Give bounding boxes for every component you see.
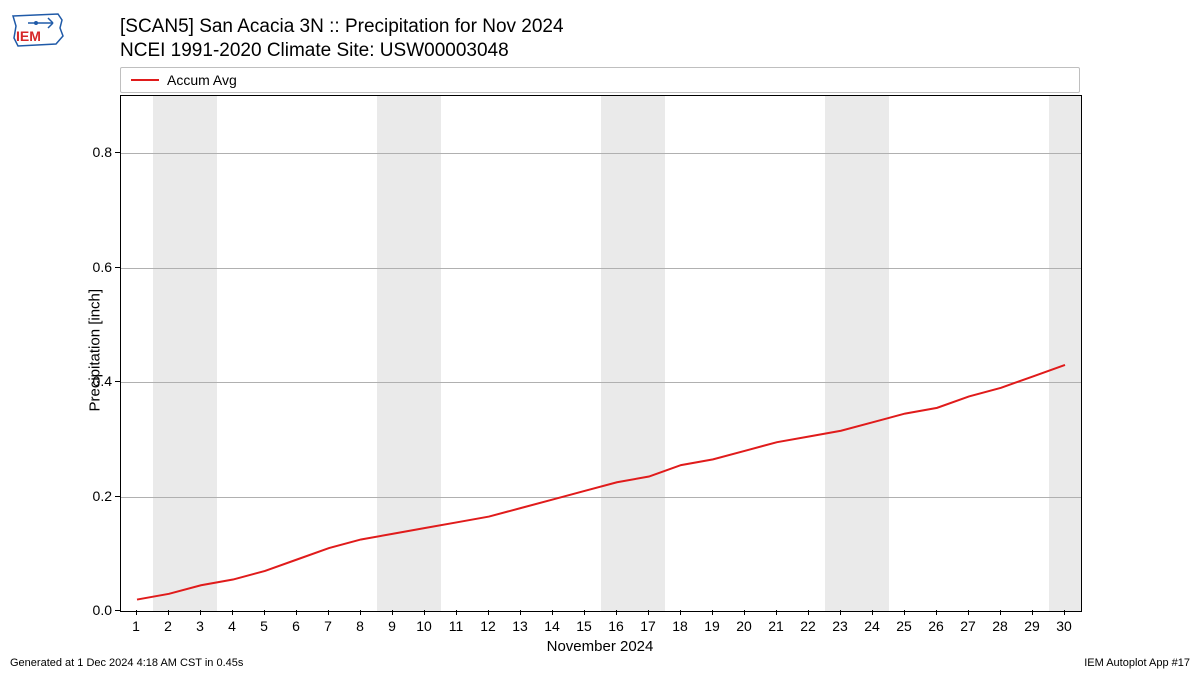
- xtick-mark: [712, 610, 713, 615]
- xtick-mark: [1000, 610, 1001, 615]
- legend-label: Accum Avg: [167, 72, 237, 88]
- xtick-mark: [168, 610, 169, 615]
- xtick-label: 1: [132, 618, 140, 634]
- footer-generated: Generated at 1 Dec 2024 4:18 AM CST in 0…: [10, 657, 243, 669]
- xtick-label: 16: [608, 618, 624, 634]
- xtick-mark: [904, 610, 905, 615]
- ytick-label: 0.4: [82, 373, 112, 389]
- svg-text:IEM: IEM: [16, 28, 41, 44]
- xtick-label: 18: [672, 618, 688, 634]
- xtick-label: 29: [1024, 618, 1040, 634]
- xtick-label: 3: [196, 618, 204, 634]
- ytick-label: 0.2: [82, 488, 112, 504]
- xtick-mark: [808, 610, 809, 615]
- xtick-mark: [424, 610, 425, 615]
- xtick-mark: [520, 610, 521, 615]
- xtick-mark: [360, 610, 361, 615]
- xtick-label: 2: [164, 618, 172, 634]
- ytick-mark: [115, 381, 120, 382]
- xtick-label: 30: [1056, 618, 1072, 634]
- ytick-label: 0.8: [82, 144, 112, 160]
- y-axis-label: Precipitation [inch]: [87, 291, 104, 411]
- xtick-mark: [200, 610, 201, 615]
- chart-title-1: [SCAN5] San Acacia 3N :: Precipitation f…: [120, 15, 564, 39]
- xtick-mark: [872, 610, 873, 615]
- chart-title-2: NCEI 1991-2020 Climate Site: USW00003048: [120, 39, 564, 63]
- xtick-mark: [328, 610, 329, 615]
- chart-titles: [SCAN5] San Acacia 3N :: Precipitation f…: [120, 15, 564, 63]
- xtick-mark: [296, 610, 297, 615]
- xtick-label: 14: [544, 618, 560, 634]
- xtick-mark: [1064, 610, 1065, 615]
- footer-app: IEM Autoplot App #17: [1084, 657, 1190, 669]
- xtick-label: 28: [992, 618, 1008, 634]
- xtick-mark: [840, 610, 841, 615]
- xtick-label: 7: [324, 618, 332, 634]
- xtick-mark: [232, 610, 233, 615]
- ytick-mark: [115, 610, 120, 611]
- xtick-mark: [552, 610, 553, 615]
- xtick-label: 6: [292, 618, 300, 634]
- xtick-mark: [136, 610, 137, 615]
- xtick-label: 24: [864, 618, 880, 634]
- xtick-mark: [264, 610, 265, 615]
- xtick-label: 17: [640, 618, 656, 634]
- xtick-mark: [776, 610, 777, 615]
- xtick-mark: [680, 610, 681, 615]
- xtick-label: 25: [896, 618, 912, 634]
- ytick-mark: [115, 267, 120, 268]
- ytick-label: 0.6: [82, 259, 112, 275]
- xtick-label: 20: [736, 618, 752, 634]
- xtick-mark: [616, 610, 617, 615]
- xtick-label: 5: [260, 618, 268, 634]
- xtick-label: 26: [928, 618, 944, 634]
- x-axis-label: November 2024: [547, 638, 654, 655]
- xtick-label: 13: [512, 618, 528, 634]
- xtick-mark: [744, 610, 745, 615]
- chart-legend: Accum Avg: [120, 67, 1080, 93]
- ytick-mark: [115, 496, 120, 497]
- xtick-label: 9: [388, 618, 396, 634]
- xtick-mark: [648, 610, 649, 615]
- xtick-label: 27: [960, 618, 976, 634]
- series-line: [121, 96, 1081, 611]
- xtick-mark: [936, 610, 937, 615]
- xtick-label: 19: [704, 618, 720, 634]
- xtick-label: 23: [832, 618, 848, 634]
- ytick-mark: [115, 152, 120, 153]
- xtick-label: 4: [228, 618, 236, 634]
- xtick-label: 10: [416, 618, 432, 634]
- xtick-mark: [392, 610, 393, 615]
- xtick-mark: [584, 610, 585, 615]
- legend-swatch: [131, 79, 159, 81]
- xtick-mark: [488, 610, 489, 615]
- xtick-label: 15: [576, 618, 592, 634]
- xtick-mark: [1032, 610, 1033, 615]
- xtick-label: 21: [768, 618, 784, 634]
- xtick-label: 11: [449, 618, 464, 634]
- chart-plot-area: [120, 95, 1082, 612]
- iem-logo: IEM: [8, 8, 68, 53]
- xtick-label: 8: [356, 618, 364, 634]
- xtick-label: 12: [480, 618, 496, 634]
- xtick-mark: [968, 610, 969, 615]
- ytick-label: 0.0: [82, 602, 112, 618]
- xtick-label: 22: [800, 618, 816, 634]
- xtick-mark: [456, 610, 457, 615]
